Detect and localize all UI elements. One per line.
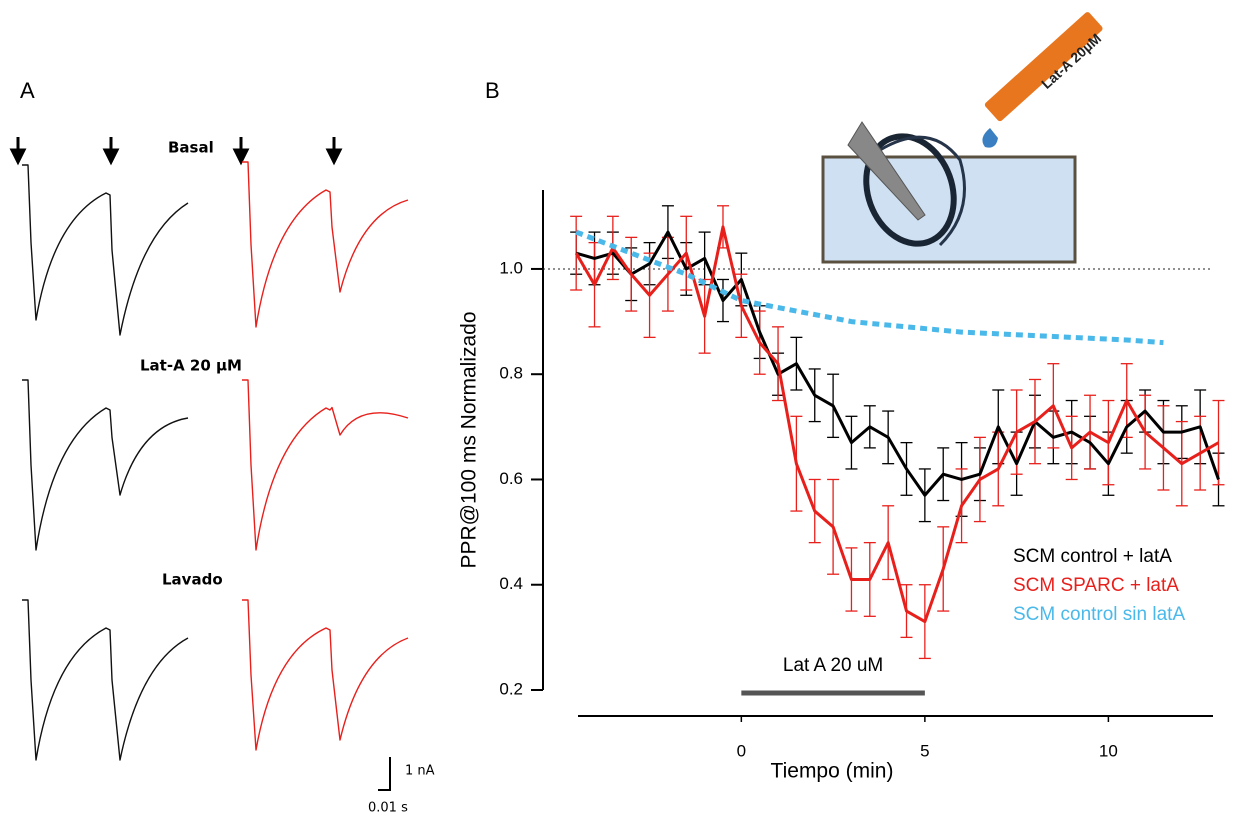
y-tick-label: 0.6 [499, 469, 523, 488]
y-tick-label: 0.2 [499, 679, 523, 698]
y-tick-label: 0.8 [499, 364, 523, 383]
condition-label: Lat-A 20 µM [140, 357, 242, 375]
condition-label: Basal [168, 139, 214, 157]
series-line [575, 229, 1164, 346]
current-trace [242, 599, 409, 751]
y-tick-label: 0.4 [499, 574, 523, 593]
scale-bar [378, 757, 391, 791]
current-trace [22, 379, 189, 551]
current-trace [22, 164, 189, 336]
current-trace [242, 161, 409, 328]
scale-label: 0.01 s [368, 801, 408, 816]
annotation: Lat A 20 uM [783, 655, 883, 676]
stimulus-arrows [9, 137, 343, 166]
legend-entry: SCM control + latA [1013, 546, 1172, 567]
condition-label: Lavado [162, 571, 223, 589]
x-axis-label: Tiempo (min) [771, 760, 894, 783]
current-trace [242, 379, 409, 551]
x-tick-label: 5 [920, 741, 929, 760]
y-tick-label: 1.0 [499, 258, 523, 277]
y-axis-label: PPR@100 ms Normalizado [458, 311, 481, 568]
current-trace [22, 599, 189, 761]
scale-label: 1 nA [405, 764, 435, 779]
series-line [574, 225, 1220, 624]
legend-entry: SCM SPARC + latA [1013, 575, 1179, 596]
x-tick-label: 0 [737, 741, 746, 760]
inset-illustration [821, 12, 1103, 264]
panel-label: A [20, 78, 35, 103]
x-tick-label: 10 [1099, 741, 1118, 760]
legend-entry: SCM control sin latA [1013, 604, 1185, 625]
panel-label: B [485, 78, 500, 103]
series-line [575, 230, 1220, 497]
